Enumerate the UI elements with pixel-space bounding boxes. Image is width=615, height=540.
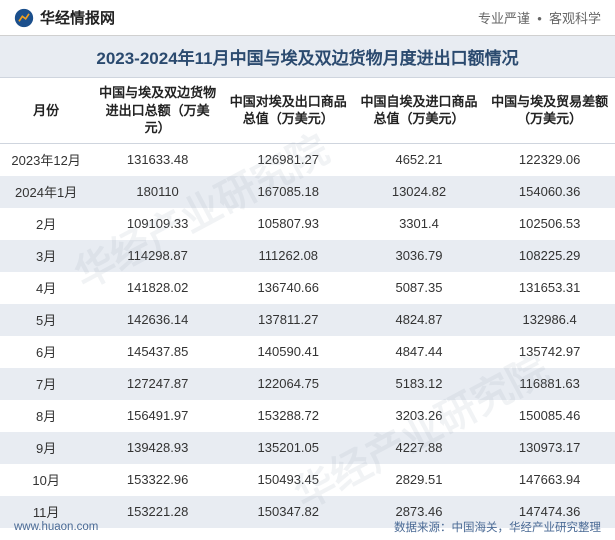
- cell-balance: 116881.63: [484, 368, 615, 400]
- cell-month: 7月: [0, 368, 92, 400]
- cell-balance: 102506.53: [484, 208, 615, 240]
- cell-total: 156491.97: [92, 400, 223, 432]
- cell-total: 153322.96: [92, 464, 223, 496]
- cell-month: 2023年12月: [0, 143, 92, 176]
- cell-balance: 154060.36: [484, 176, 615, 208]
- cell-export: 105807.93: [223, 208, 354, 240]
- table-row: 7月127247.87122064.755183.12116881.63: [0, 368, 615, 400]
- chart-title: 2023-2024年11月中国与埃及双边货物月度进出口额情况: [0, 36, 615, 78]
- cell-import: 4824.87: [354, 304, 485, 336]
- table-row: 9月139428.93135201.054227.88130973.17: [0, 432, 615, 464]
- tagline: 专业严谨 • 客观科学: [478, 8, 601, 27]
- table-row: 5月142636.14137811.274824.87132986.4: [0, 304, 615, 336]
- cell-total: 141828.02: [92, 272, 223, 304]
- brand-text: 华经情报网: [40, 7, 115, 28]
- cell-export: 153288.72: [223, 400, 354, 432]
- cell-import: 4652.21: [354, 143, 485, 176]
- cell-import: 2829.51: [354, 464, 485, 496]
- cell-month: 10月: [0, 464, 92, 496]
- table-row: 8月156491.97153288.723203.26150085.46: [0, 400, 615, 432]
- cell-total: 127247.87: [92, 368, 223, 400]
- footer-source-label: 数据来源：: [394, 522, 452, 534]
- cell-balance: 130973.17: [484, 432, 615, 464]
- cell-import: 3036.79: [354, 240, 485, 272]
- col-header-month: 月份: [0, 78, 92, 143]
- cell-export: 137811.27: [223, 304, 354, 336]
- cell-export: 140590.41: [223, 336, 354, 368]
- cell-export: 150493.45: [223, 464, 354, 496]
- cell-export: 167085.18: [223, 176, 354, 208]
- cell-month: 2024年1月: [0, 176, 92, 208]
- table-row: 6月145437.85140590.414847.44135742.97: [0, 336, 615, 368]
- cell-month: 4月: [0, 272, 92, 304]
- footer-site-url: www.huaon.com: [14, 521, 98, 533]
- tagline-left: 专业严谨: [478, 11, 530, 26]
- cell-import: 5183.12: [354, 368, 485, 400]
- cell-import: 3301.4: [354, 208, 485, 240]
- table-body: 2023年12月131633.48126981.274652.21122329.…: [0, 143, 615, 528]
- cell-balance: 132986.4: [484, 304, 615, 336]
- cell-month: 5月: [0, 304, 92, 336]
- cell-total: 142636.14: [92, 304, 223, 336]
- cell-month: 2月: [0, 208, 92, 240]
- col-header-total: 中国与埃及双边货物进出口总额（万美元）: [92, 78, 223, 143]
- table-row: 3月114298.87111262.083036.79108225.29: [0, 240, 615, 272]
- cell-month: 8月: [0, 400, 92, 432]
- cell-balance: 135742.97: [484, 336, 615, 368]
- table-row: 2024年1月180110167085.1813024.82154060.36: [0, 176, 615, 208]
- cell-import: 4847.44: [354, 336, 485, 368]
- cell-total: 131633.48: [92, 143, 223, 176]
- cell-month: 6月: [0, 336, 92, 368]
- cell-export: 111262.08: [223, 240, 354, 272]
- footer-source: 数据来源：中国海关，华经产业研究整理: [394, 519, 601, 535]
- cell-total: 139428.93: [92, 432, 223, 464]
- cell-export: 122064.75: [223, 368, 354, 400]
- brand-logo-icon: [14, 8, 34, 28]
- col-header-export: 中国对埃及出口商品总值（万美元）: [223, 78, 354, 143]
- footer-source-text: 中国海关，华经产业研究整理: [452, 522, 602, 534]
- cell-balance: 122329.06: [484, 143, 615, 176]
- cell-balance: 147663.94: [484, 464, 615, 496]
- data-table: 月份 中国与埃及双边货物进出口总额（万美元） 中国对埃及出口商品总值（万美元） …: [0, 78, 615, 528]
- cell-import: 13024.82: [354, 176, 485, 208]
- table-row: 2月109109.33105807.933301.4102506.53: [0, 208, 615, 240]
- cell-import: 4227.88: [354, 432, 485, 464]
- cell-balance: 150085.46: [484, 400, 615, 432]
- cell-export: 135201.05: [223, 432, 354, 464]
- col-header-import: 中国自埃及进口商品总值（万美元）: [354, 78, 485, 143]
- brand: 华经情报网: [14, 7, 115, 28]
- cell-balance: 108225.29: [484, 240, 615, 272]
- cell-total: 180110: [92, 176, 223, 208]
- cell-balance: 131653.31: [484, 272, 615, 304]
- table-row: 2023年12月131633.48126981.274652.21122329.…: [0, 143, 615, 176]
- cell-month: 3月: [0, 240, 92, 272]
- cell-total: 145437.85: [92, 336, 223, 368]
- cell-total: 109109.33: [92, 208, 223, 240]
- table-header-row: 月份 中国与埃及双边货物进出口总额（万美元） 中国对埃及出口商品总值（万美元） …: [0, 78, 615, 143]
- table-row: 4月141828.02136740.665087.35131653.31: [0, 272, 615, 304]
- cell-import: 3203.26: [354, 400, 485, 432]
- tagline-right: 客观科学: [549, 11, 601, 26]
- col-header-balance: 中国与埃及贸易差额（万美元）: [484, 78, 615, 143]
- cell-total: 114298.87: [92, 240, 223, 272]
- cell-import: 5087.35: [354, 272, 485, 304]
- header-bar: 华经情报网 专业严谨 • 客观科学: [0, 0, 615, 36]
- footer-bar: www.huaon.com 数据来源：中国海关，华经产业研究整理: [0, 514, 615, 540]
- cell-export: 126981.27: [223, 143, 354, 176]
- table-row: 10月153322.96150493.452829.51147663.94: [0, 464, 615, 496]
- cell-export: 136740.66: [223, 272, 354, 304]
- cell-month: 9月: [0, 432, 92, 464]
